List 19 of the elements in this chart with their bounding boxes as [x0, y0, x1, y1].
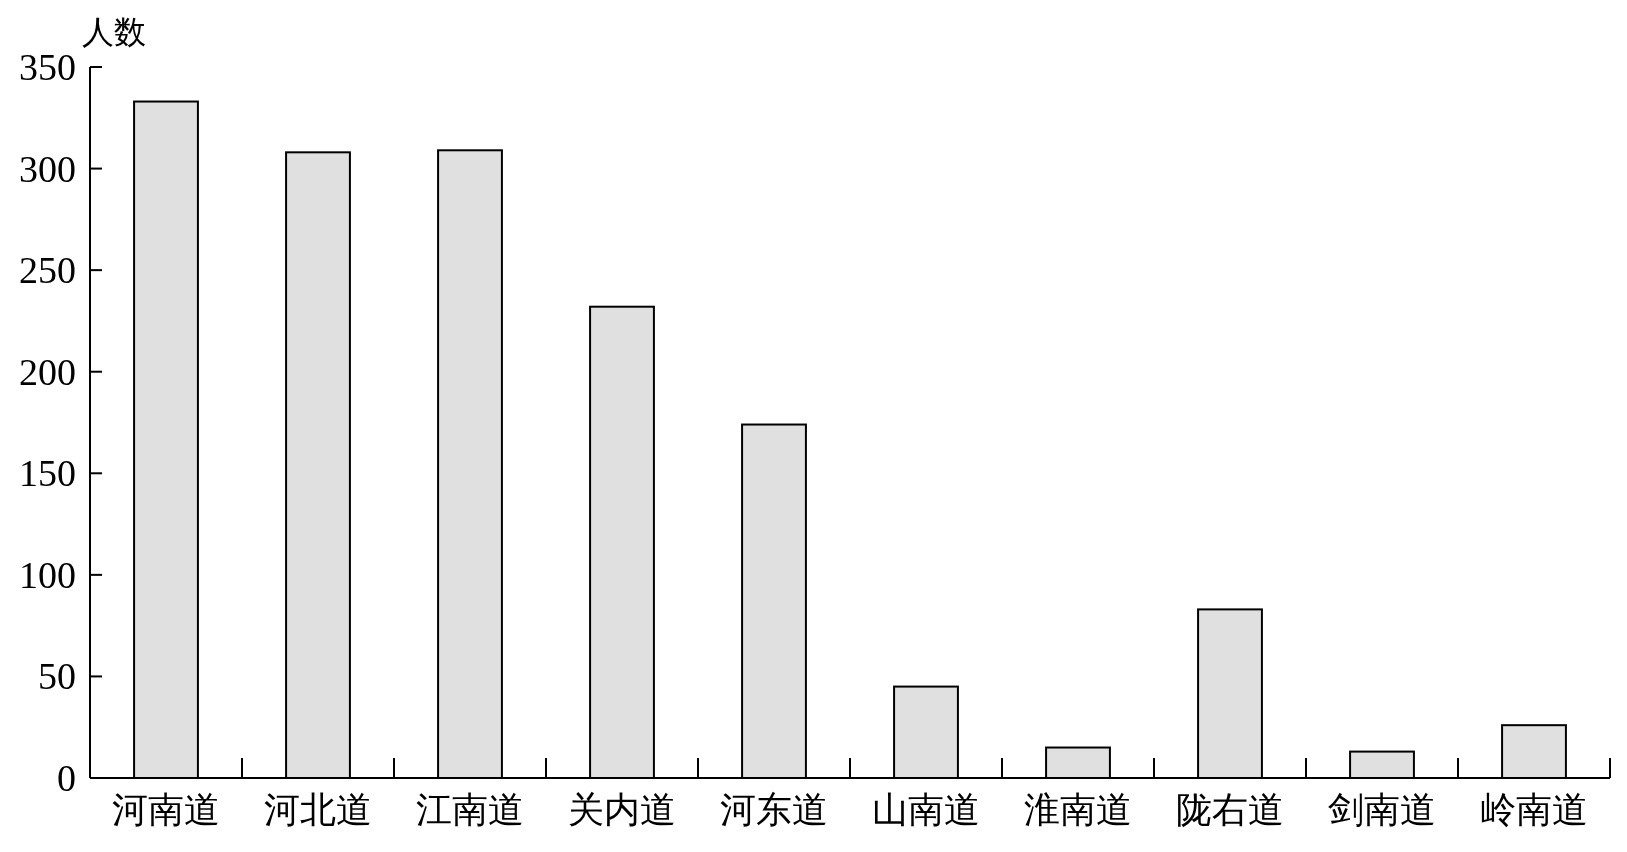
y-axis-title: 人数 — [82, 14, 146, 50]
x-tick-label: 岭南道 — [1480, 790, 1588, 830]
x-tick-label: 关内道 — [568, 790, 676, 830]
y-tick-label: 150 — [19, 452, 76, 495]
y-tick-label: 100 — [19, 553, 76, 596]
x-tick-label: 淮南道 — [1024, 790, 1132, 830]
y-tick-label: 200 — [19, 350, 76, 393]
x-tick-label: 山南道 — [872, 790, 980, 830]
y-tick-label: 350 — [19, 46, 76, 88]
x-tick-label: 陇右道 — [1176, 790, 1284, 830]
x-tick-label: 河北道 — [264, 790, 372, 830]
x-tick-label: 江南道 — [416, 790, 524, 830]
x-tick-label: 河南道 — [112, 790, 220, 830]
y-tick-label: 250 — [19, 249, 76, 292]
y-tick-label: 300 — [19, 147, 76, 190]
y-tick-label: 0 — [57, 757, 76, 799]
x-tick-label: 河东道 — [720, 790, 828, 830]
x-tick-label: 剑南道 — [1328, 790, 1436, 830]
y-tick-label: 50 — [38, 655, 76, 698]
